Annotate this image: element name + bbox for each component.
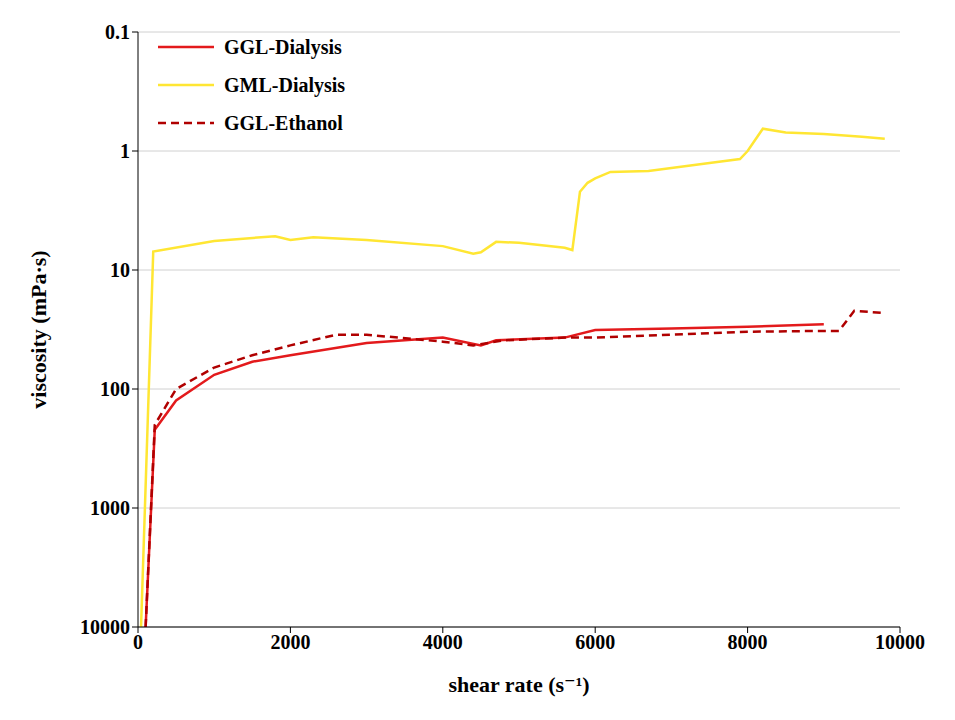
svg-text:1: 1 [120,140,130,162]
svg-text:1000: 1000 [90,497,130,519]
svg-text:0: 0 [133,631,143,653]
html-text:GML-Dialysis: GML-Dialysis [224,73,346,96]
svg-text:8000: 8000 [728,631,768,653]
html-text:GGL-Ethanol: GGL-Ethanol [224,111,343,134]
svg-text:6000: 6000 [575,631,615,653]
svg-text:viscosity (mPa·s): viscosity (mPa·s) [26,250,51,408]
svg-text:10000: 10000 [875,631,925,653]
svg-text:100: 100 [100,378,130,400]
svg-text:4000: 4000 [423,631,463,653]
svg-text:0.1: 0.1 [105,21,130,43]
svg-text:10: 10 [110,259,130,281]
svg-text:10000: 10000 [80,616,130,638]
html-text:GGL-Dialysis: GGL-Dialysis [224,35,342,58]
svg-text:shear rate (s⁻¹): shear rate (s⁻¹) [448,672,589,697]
svg-text:2000: 2000 [270,631,310,653]
